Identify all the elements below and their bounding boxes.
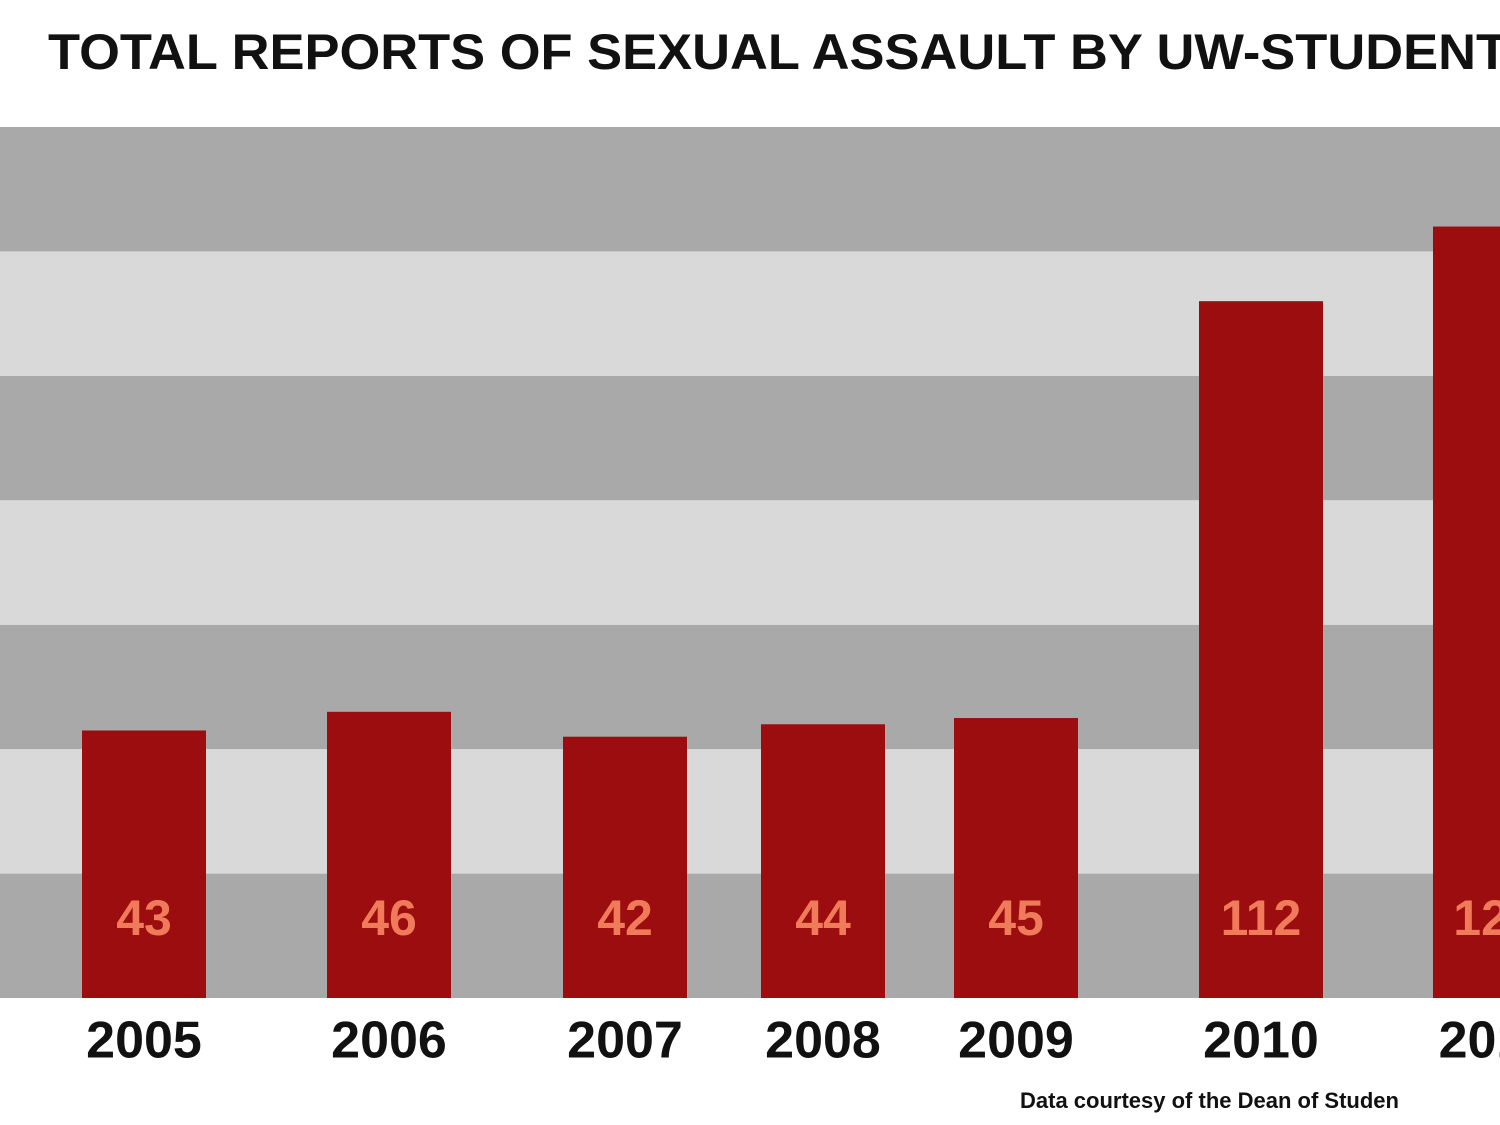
chart-title: TOTAL REPORTS OF SEXUAL ASSAULT BY UW-ST…: [48, 24, 1500, 80]
x-tick-label: 2005: [86, 1012, 202, 1070]
bar: [1433, 226, 1500, 999]
x-tick-label: 2007: [567, 1012, 683, 1070]
bar: [563, 736, 687, 998]
bar: [82, 730, 206, 998]
grid-band: [0, 127, 1500, 252]
value-label: 112: [1221, 890, 1302, 946]
value-label: 124: [1453, 890, 1500, 946]
x-tick-label: 2010: [1203, 1012, 1319, 1070]
value-label: 43: [116, 890, 172, 946]
bar: [1199, 301, 1323, 998]
bar: [954, 718, 1078, 998]
value-label: 45: [988, 890, 1044, 946]
x-tick-label: 2011: [1439, 1012, 1500, 1070]
value-label: 44: [795, 890, 851, 946]
value-label: 46: [361, 890, 417, 946]
x-tick-label: 2009: [958, 1012, 1074, 1070]
value-label: 42: [597, 890, 653, 946]
source-note: Data courtesy of the Dean of Studen: [1020, 1088, 1399, 1113]
bar: [761, 724, 885, 998]
bar: [327, 711, 451, 998]
x-tick-label: 2008: [765, 1012, 881, 1070]
x-tick-label: 2006: [331, 1012, 447, 1070]
